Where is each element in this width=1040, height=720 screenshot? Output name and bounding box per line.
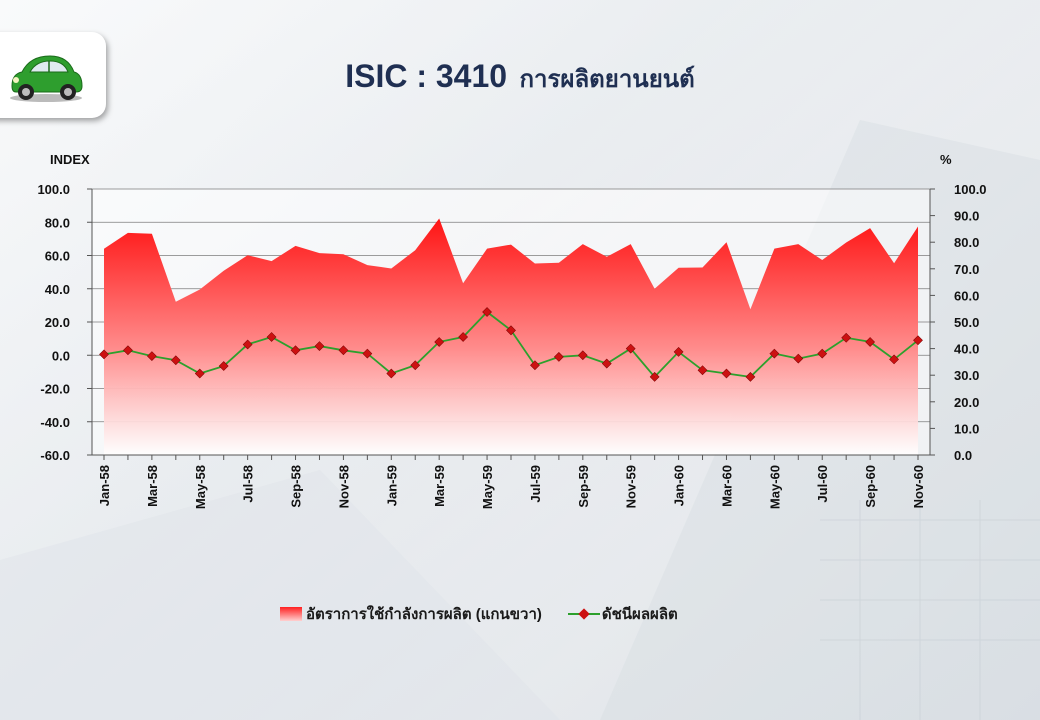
index-point <box>673 347 684 357</box>
right-tick-label: 90.0 <box>954 209 979 224</box>
x-tick-label: Mar-60 <box>719 465 734 507</box>
index-point <box>194 368 205 379</box>
x-tick-label: Nov-58 <box>336 465 351 508</box>
legend-item-capacity: อัตราการใช้กำลังการผลิต (แกนขวา) <box>280 602 542 626</box>
index-point <box>362 348 373 359</box>
index-point <box>458 332 468 342</box>
x-tick-label: Mar-58 <box>145 465 160 507</box>
x-tick-label: Jan-59 <box>384 465 399 506</box>
index-point <box>434 337 445 347</box>
right-tick-label: 20.0 <box>954 395 979 410</box>
right-tick-label: 70.0 <box>954 262 979 277</box>
index-point <box>147 351 157 361</box>
left-tick-label: -40.0 <box>40 415 70 430</box>
right-tick-label: 40.0 <box>954 342 979 357</box>
index-point <box>625 343 636 354</box>
left-tick-label: 20.0 <box>45 315 70 330</box>
x-axis-ticks: Jan-58 Mar-58 May-58 Jul-58 Sep-58 Nov-58 Jan-… <box>97 455 926 509</box>
right-axis-ticks: 100.0 90.0 80.0 70.0 60.0 50.0 40.0 30.0 20.0 10.… <box>930 182 987 463</box>
right-tick-label: 30.0 <box>954 368 979 383</box>
x-tick-label: Nov-60 <box>911 465 926 508</box>
x-tick-label: Nov-59 <box>624 465 639 508</box>
index-point <box>649 371 660 382</box>
right-tick-label: 80.0 <box>954 235 979 250</box>
index-point <box>889 354 899 365</box>
x-tick-label: Sep-60 <box>863 465 878 508</box>
index-point <box>554 352 564 362</box>
index-point <box>745 371 756 382</box>
title-name: การผลิตยานยนต์ <box>519 66 695 93</box>
index-point <box>697 365 708 376</box>
title-code: ISIC : 3410 <box>345 58 508 94</box>
x-tick-label: Jan-58 <box>97 465 112 506</box>
page-title: ISIC : 3410 การผลิตยานยนต์ <box>0 58 1040 98</box>
left-tick-label: 100.0 <box>37 182 70 197</box>
production-chart: 100.080.060.040.020.00.0-20.0-40.0-60.0 … <box>37 152 987 509</box>
index-point <box>530 360 540 371</box>
index-point <box>601 358 612 369</box>
x-tick-label: Mar-59 <box>432 465 447 507</box>
legend-item-index: ดัชนีผลผลิต <box>567 602 678 626</box>
index-point <box>386 368 397 379</box>
left-axis-label: INDEX <box>50 152 90 167</box>
left-tick-label: 80.0 <box>45 215 70 230</box>
index-point <box>410 360 421 371</box>
x-tick-label: Sep-59 <box>576 465 591 508</box>
index-point <box>290 345 301 356</box>
index-point <box>865 337 875 347</box>
x-tick-label: May-59 <box>480 465 495 509</box>
right-tick-label: 60.0 <box>954 288 979 303</box>
right-axis-label: % <box>940 152 952 167</box>
right-tick-label: 0.0 <box>954 448 972 463</box>
x-tick-label: May-60 <box>767 465 782 509</box>
index-point <box>817 348 828 359</box>
x-tick-label: Jan-60 <box>672 465 687 506</box>
left-axis-ticks: 100.0 80.0 60.0 40.0 20.0 0.0 -20.0 -40.0 -60.0 <box>37 182 92 463</box>
legend-label-index: ดัชนีผลผลิต <box>601 606 678 623</box>
x-tick-label: Jul-60 <box>815 465 830 503</box>
legend-swatch-area <box>280 607 302 621</box>
index-point <box>170 355 181 366</box>
green-car-icon <box>10 55 83 102</box>
index-point <box>506 325 516 336</box>
index-point <box>338 345 349 356</box>
left-tick-label: 40.0 <box>45 282 70 297</box>
index-point <box>242 339 253 350</box>
index-point <box>218 361 229 371</box>
capacity-area-series <box>104 218 918 455</box>
x-tick-label: Sep-58 <box>289 465 304 508</box>
right-tick-label: 100.0 <box>954 182 987 197</box>
left-tick-label: 0.0 <box>52 348 70 363</box>
index-line-series <box>99 307 923 382</box>
legend-swatch-line <box>567 608 600 620</box>
left-tick-label: 60.0 <box>45 249 70 264</box>
index-point <box>793 353 804 364</box>
index-point <box>123 345 133 356</box>
x-tick-label: Jul-59 <box>528 465 543 503</box>
index-point <box>482 307 492 317</box>
index-point <box>721 368 732 379</box>
index-point <box>769 348 780 359</box>
left-tick-label: -60.0 <box>40 448 70 463</box>
chart-legend: อัตราการใช้กำลังการผลิต (แกนขวา) ดัชนีผล… <box>280 602 704 626</box>
index-point <box>99 349 109 360</box>
index-point <box>913 335 923 346</box>
left-tick-label: -20.0 <box>40 382 70 397</box>
logo-badge <box>0 32 106 118</box>
capacity-area <box>104 218 918 455</box>
x-tick-label: May-58 <box>193 465 208 509</box>
legend-label-capacity: อัตราการใช้กำลังการผลิต (แกนขวา) <box>306 606 542 623</box>
index-point <box>266 332 277 342</box>
right-tick-label: 10.0 <box>954 421 979 436</box>
right-tick-label: 50.0 <box>954 315 979 330</box>
index-point <box>841 332 852 343</box>
x-tick-label: Jul-58 <box>241 465 256 503</box>
index-point <box>314 341 325 351</box>
index-point <box>577 350 588 361</box>
